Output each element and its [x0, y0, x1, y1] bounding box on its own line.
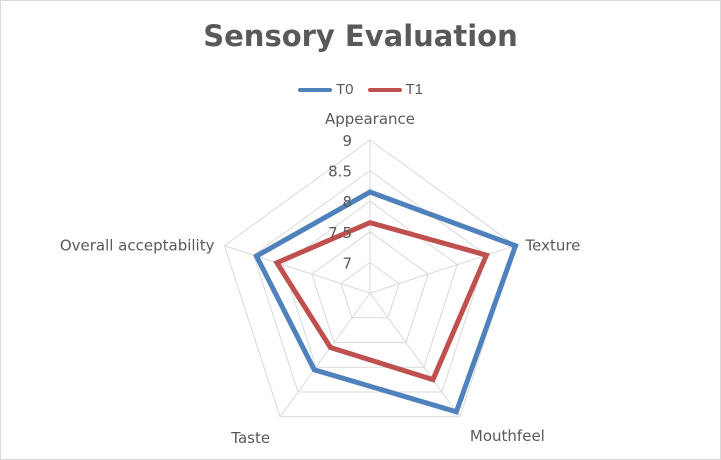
grid-ring-4	[223, 139, 517, 418]
grid-spoke-texture	[369, 245, 516, 294]
radial-tick-label: 8.5	[328, 163, 352, 181]
legend-swatch-t0	[297, 87, 332, 92]
radial-tick-label: 8	[342, 193, 352, 211]
series-t0-line	[253, 189, 519, 415]
category-label-mouthfeel: Mouthfeel	[470, 427, 545, 445]
series-t1-line	[273, 219, 490, 383]
radial-tick-label: 9	[342, 132, 352, 150]
category-label-appearance: Appearance	[325, 110, 415, 128]
category-label-overall-acceptability: Overall acceptability	[60, 237, 215, 255]
grid-ring-0	[340, 261, 400, 319]
legend-label-t0: T0	[335, 81, 354, 98]
grid-ring-1	[311, 231, 429, 344]
category-label-texture: Texture	[525, 237, 581, 255]
radial-tick-label: 7	[342, 254, 352, 272]
category-label-taste: Taste	[230, 429, 270, 447]
legend-swatch-t1	[367, 87, 402, 92]
grid-spoke-mouthfeel	[369, 292, 461, 418]
legend-label-t1: T1	[405, 81, 424, 98]
radial-tick-label: 7.5	[328, 224, 352, 242]
chart-title: Sensory Evaluation	[203, 19, 518, 53]
grid-ring-3	[253, 169, 487, 393]
grid-spoke-taste	[279, 292, 371, 418]
legend: T0 T1	[1, 81, 720, 98]
legend-item-t0: T0	[297, 81, 354, 98]
grid-spoke-overall-acceptability	[224, 245, 371, 294]
legend-item-t1: T1	[367, 81, 424, 98]
